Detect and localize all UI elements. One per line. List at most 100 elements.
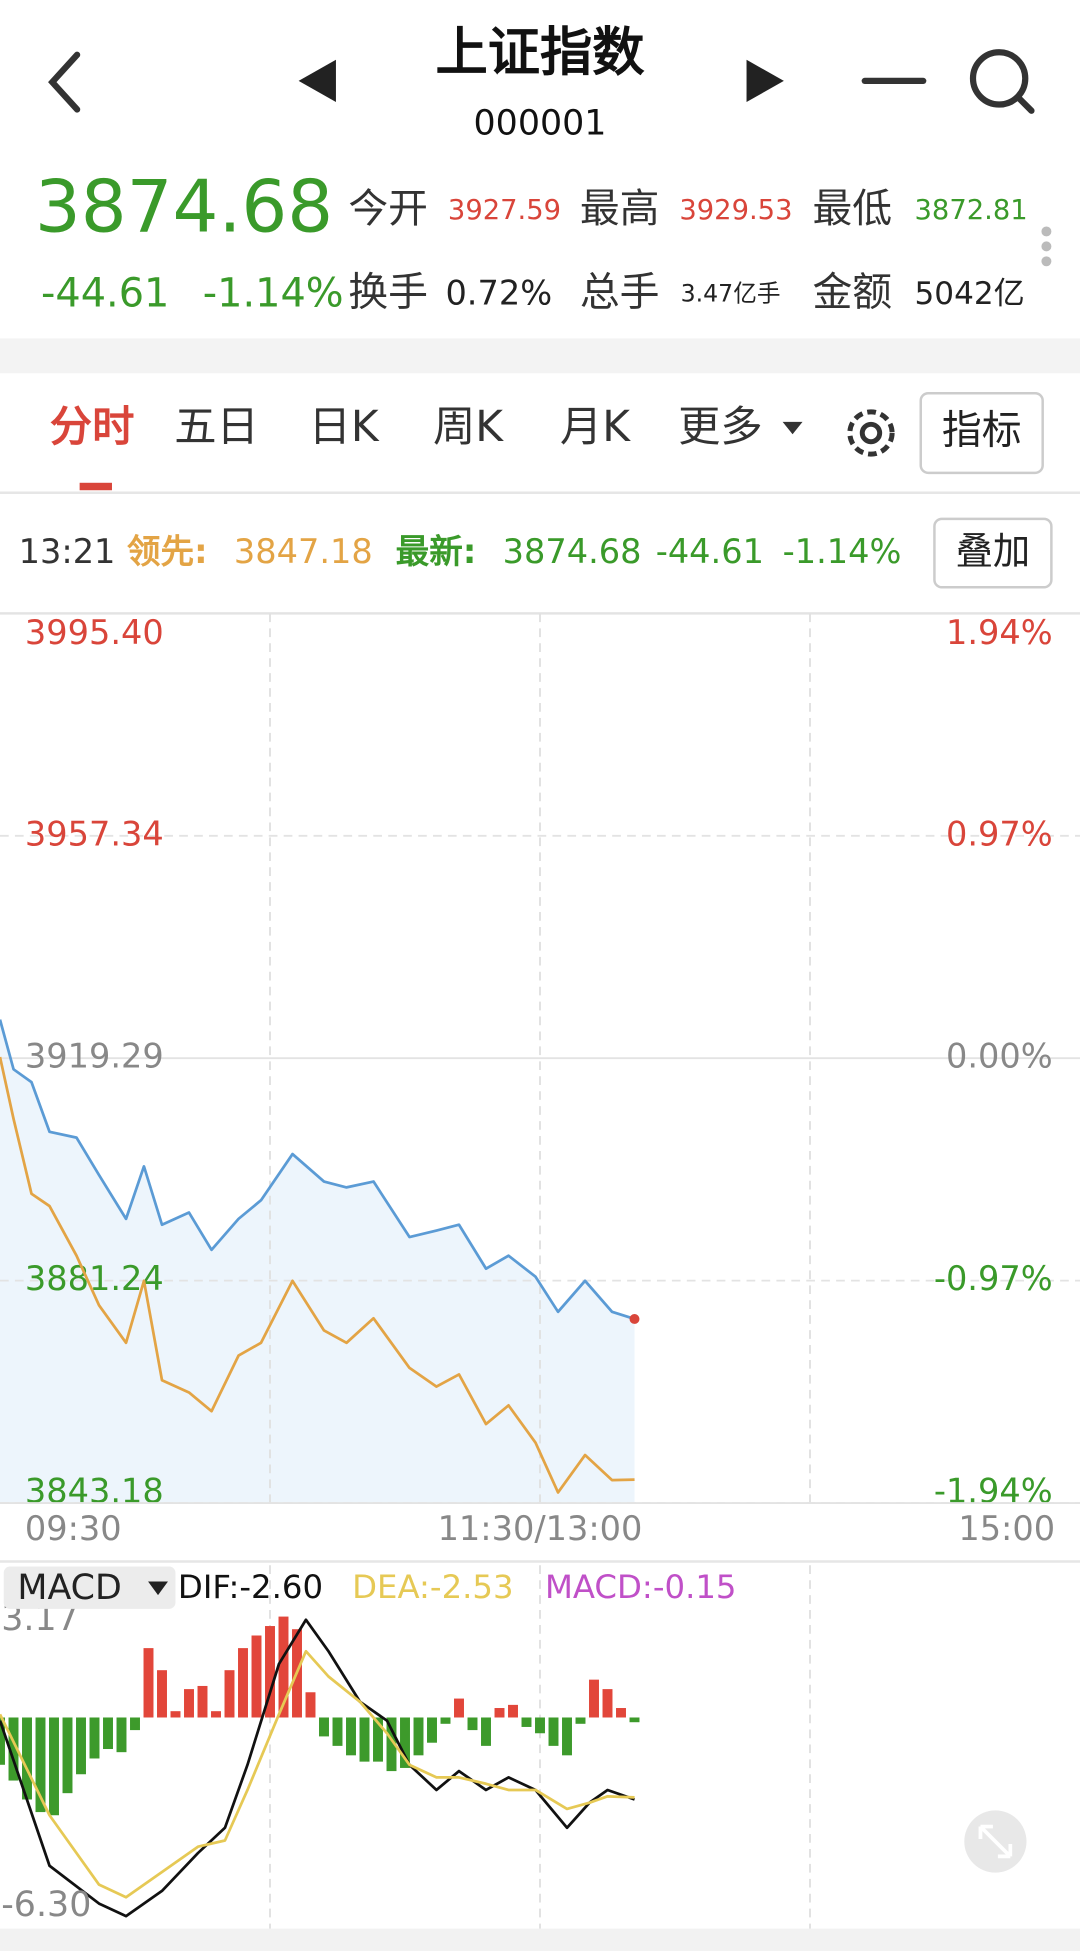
title: 上证指数 (435, 23, 645, 83)
series-line (0, 1056, 635, 1494)
indicator-button[interactable] (919, 391, 1044, 475)
macd-bar (386, 1717, 397, 1772)
stat-label: 换手 (348, 269, 428, 315)
tab-indicator (79, 482, 112, 491)
more-dots[interactable] (1041, 226, 1052, 267)
macd-bar (143, 1648, 154, 1718)
expand-button[interactable] (964, 1810, 1027, 1873)
macd-bar (494, 1708, 505, 1718)
lead-value: 3847.18 (234, 532, 373, 571)
latest-value: 3874.68 (503, 532, 642, 571)
x-tick-label: 15:00 (958, 1509, 1055, 1548)
macd-bar (575, 1717, 586, 1724)
tab[interactable]: 月K (560, 402, 631, 451)
macd-selector[interactable] (3, 1566, 176, 1609)
macd-bar (319, 1717, 329, 1737)
macd-bar (346, 1717, 356, 1756)
macd-bar (197, 1685, 208, 1718)
macd-bar (184, 1689, 194, 1718)
tab[interactable]: 周K (433, 402, 504, 451)
macd-bar (359, 1717, 370, 1762)
macd-bar (305, 1692, 316, 1718)
dropdown-arrow (148, 1581, 168, 1596)
stat-value: 3.47亿手 (681, 279, 781, 307)
macd-bar (454, 1698, 464, 1718)
macd-bar (413, 1717, 424, 1756)
macd-bar (535, 1717, 545, 1734)
stat-value: 3927.59 (448, 195, 561, 226)
macd-bar (103, 1717, 113, 1750)
macd-bar (0, 1717, 5, 1765)
y-tick-label: 3919.29 (25, 1037, 164, 1076)
x-tick-label: 11:30/13:00 (438, 1509, 643, 1548)
indicator-button-label: 指标 (942, 408, 1022, 454)
macd-bar (400, 1717, 410, 1768)
prev-button[interactable] (298, 59, 336, 103)
dea-label: DEA:-2.53 (352, 1568, 513, 1606)
dropdown-arrow (782, 421, 803, 435)
stat-value: 3872.81 (915, 195, 1028, 226)
stat-label: 最低 (812, 186, 892, 232)
macd-bar (49, 1717, 59, 1816)
macd-chart: 3.17-6.30 (0, 1565, 811, 1929)
price-area (0, 1019, 635, 1504)
macd-bar (602, 1689, 613, 1718)
stat-label: 今开 (348, 186, 428, 232)
settings-button[interactable] (847, 409, 895, 457)
search-button[interactable] (969, 49, 1035, 114)
macd-bar (481, 1717, 491, 1746)
y2-tick-label: 0.00% (946, 1037, 1053, 1076)
stat-value: 3929.53 (679, 195, 792, 226)
dif-label: DIF:-2.60 (178, 1568, 323, 1606)
price-chart: 3995.403957.343919.293881.243843.181.94%… (0, 612, 1080, 1548)
macd-bar (8, 1717, 19, 1781)
macd-bar (238, 1648, 248, 1718)
macd-bar (211, 1711, 221, 1718)
macd-bar (562, 1717, 572, 1756)
macd-label: MACD:-0.15 (545, 1568, 737, 1606)
series-line (0, 1019, 635, 1321)
macd-bar (616, 1708, 626, 1718)
macd-bar (629, 1717, 640, 1723)
x-tick-label: 09:30 (25, 1509, 122, 1548)
y-tick-label: 3995.40 (25, 613, 164, 652)
bottom-bar (0, 1928, 1080, 1951)
change-pct: -1.14% (203, 271, 344, 317)
macd-line (0, 1649, 635, 1899)
macd-bar (62, 1717, 73, 1794)
macd-bar (76, 1717, 86, 1775)
macd-bar (89, 1717, 100, 1759)
next-button[interactable] (746, 59, 784, 103)
y2-tick-label: 1.94% (946, 613, 1053, 652)
macd-bar (332, 1717, 343, 1746)
latest-label: 最新: (396, 532, 477, 571)
macd-bar (373, 1717, 383, 1762)
change: -44.61 (41, 271, 169, 317)
y2-tick-label: -1.94% (934, 1472, 1053, 1511)
stat-value: 0.72% (445, 273, 552, 312)
code: 000001 (474, 103, 607, 143)
back-button[interactable] (48, 51, 81, 113)
macd-bar (157, 1670, 167, 1718)
overlay-button-label: 叠加 (956, 529, 1031, 573)
tab[interactable]: 更多 (678, 402, 763, 451)
macd-bar (22, 1717, 32, 1800)
macd-bar (440, 1717, 451, 1724)
lead-label: 领先: (127, 532, 208, 571)
overlay-button[interactable] (933, 517, 1053, 589)
macd-bar (548, 1717, 559, 1746)
tab[interactable]: 日K (309, 402, 380, 451)
macd-bar (467, 1717, 478, 1731)
latest-pct: -1.14% (783, 532, 902, 571)
macd-bar (251, 1635, 262, 1718)
macd-bar (521, 1717, 532, 1727)
macd-bar (224, 1670, 235, 1718)
tab[interactable]: 五日 (174, 402, 259, 451)
tab[interactable]: 分时 (50, 402, 135, 451)
stat-label: 最高 (580, 186, 660, 232)
macd-bar (278, 1616, 289, 1718)
stat-label: 总手 (580, 269, 660, 315)
macd-bar (35, 1717, 46, 1813)
